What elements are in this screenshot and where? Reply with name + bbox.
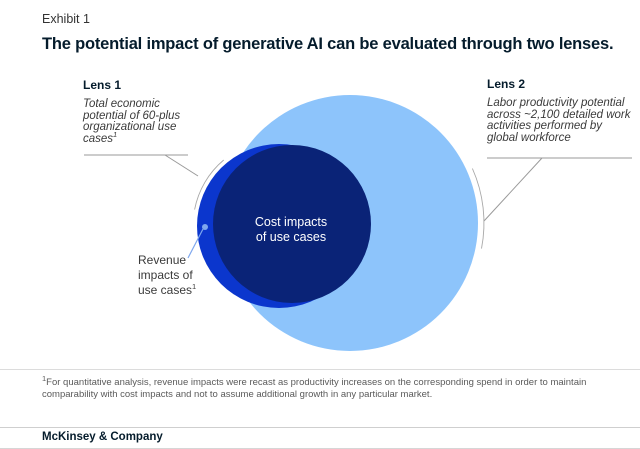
revenue-label: Revenue impacts of use cases1 [138,253,197,297]
footnote: 1For quantitative analysis, revenue impa… [42,373,587,400]
footnote-marker: 1 [42,373,47,383]
lens2-description: Labor productivity potential across ~2,1… [487,97,631,144]
lens1-footnote-marker: 1 [113,129,118,139]
page-title: The potential impact of generative AI ca… [42,35,614,53]
lens1-annotation: Lens 1 Total economic potential of 60-pl… [83,78,208,145]
exhibit-label: Exhibit 1 [42,12,90,26]
lens1-description: Total economic potential of 60-plus orga… [83,98,181,145]
lens1-heading: Lens 1 [83,78,122,92]
cost-impacts-circle [213,145,371,303]
footer-divider [0,427,640,428]
revenue-footnote-marker: 1 [192,282,197,291]
lens2-leader-line [483,157,543,222]
footnote-divider [0,369,640,370]
lens2-annotation: Lens 2 Labor productivity potential acro… [487,77,640,144]
cost-circle-label: Cost impacts of use cases [254,215,328,244]
brand-footer: McKinsey & Company [42,431,163,443]
lens1-leader-line [164,154,199,177]
lens2-heading: Lens 2 [487,77,526,91]
